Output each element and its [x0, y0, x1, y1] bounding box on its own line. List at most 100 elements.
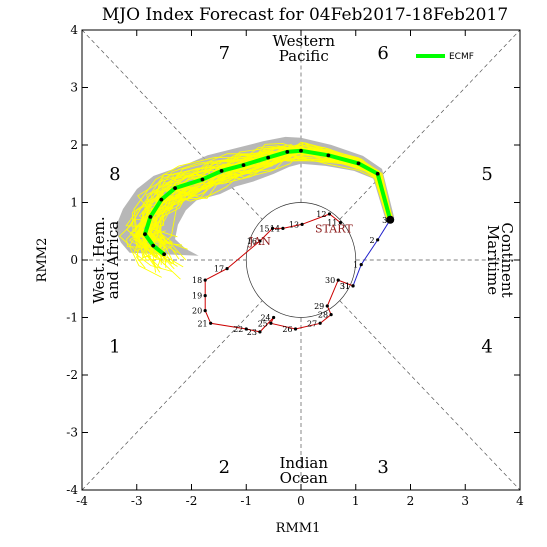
phase-label: 2 [219, 457, 230, 478]
observed-point [300, 222, 304, 226]
forecast-mean-line [142, 148, 393, 256]
y-tick-label: -4 [66, 483, 78, 497]
day-label: 30 [325, 276, 335, 285]
observed-point [244, 327, 248, 331]
diagonal-line [81, 300, 263, 491]
y-tick-label: -1 [66, 311, 78, 325]
day-label: 24 [260, 314, 270, 323]
day-label: 2 [370, 236, 375, 245]
x-tick-label: -4 [76, 494, 88, 508]
day-label: 25 [258, 319, 268, 328]
observed-point [281, 226, 285, 230]
y-tick-label: 4 [70, 23, 78, 37]
day-label: 12 [316, 210, 326, 219]
forecast-mean-track [142, 148, 395, 257]
region-label-right: Continent [498, 222, 516, 297]
observed-point [269, 321, 273, 325]
x-tick-label: -1 [240, 494, 252, 508]
forecast-point [159, 197, 164, 202]
observed-point [318, 321, 322, 325]
phase-label: 3 [377, 457, 388, 478]
forecast-point [356, 161, 361, 166]
ensemble-spread [114, 136, 395, 256]
day-label: 31 [340, 282, 350, 291]
day-label: 13 [289, 220, 299, 229]
region-label-left: and Africa [104, 221, 122, 299]
observed-point [258, 239, 262, 243]
ensemble-member [137, 142, 393, 255]
phase-label: 7 [219, 43, 230, 64]
observed-point [325, 304, 329, 308]
phase-label: 4 [481, 336, 492, 357]
observed-point [351, 284, 355, 288]
day-label: 27 [307, 319, 317, 328]
month-label: JAN [248, 235, 271, 248]
phase-label: 5 [481, 164, 492, 185]
observed-point [327, 212, 332, 216]
x-tick-label: 3 [461, 494, 469, 508]
x-tick-label: -3 [131, 494, 143, 508]
forecast-point [162, 252, 167, 257]
y-tick-label: -2 [66, 368, 78, 382]
phase-label: 1 [109, 336, 120, 357]
forecast-point [375, 171, 380, 176]
day-label: 31 [340, 282, 350, 291]
day-label: 21 [197, 319, 207, 328]
x-tick-label: 2 [407, 494, 415, 508]
observed-point [258, 330, 262, 334]
diagonal-line [339, 29, 521, 220]
day-label: 18 [192, 276, 202, 285]
observed-point [203, 278, 207, 282]
forecast-point [241, 163, 246, 168]
forecast-point [143, 232, 147, 237]
y-tick-label: -3 [66, 426, 78, 440]
day-label: 20 [192, 307, 202, 316]
observed-point [203, 309, 207, 313]
day-label: 14 [270, 224, 280, 233]
x-axis-label: RMM1 [276, 521, 321, 536]
day-label: 28 [318, 311, 328, 320]
region-label-top: Western [272, 32, 335, 50]
forecast-point [219, 168, 224, 173]
forecast-point [151, 243, 156, 248]
month-label: START [315, 222, 353, 235]
legend-label: ECMF [449, 52, 474, 62]
ensemble-member [125, 154, 391, 240]
forecast-point [173, 186, 177, 191]
forecast-point [148, 214, 153, 219]
y-axis-label: RMM2 [35, 238, 50, 283]
y-tick-label: 3 [70, 81, 78, 95]
phase-label: 6 [377, 43, 388, 64]
forecast-point [299, 148, 303, 153]
observed-point [272, 315, 276, 320]
ensemble-member [133, 148, 392, 272]
day-label: 29 [314, 302, 324, 311]
observed-point [270, 226, 275, 230]
spread-band [114, 136, 395, 256]
x-tick-label: -2 [186, 494, 198, 508]
y-tick-label: 1 [70, 196, 78, 210]
region-label-bottom: Ocean [280, 469, 329, 487]
day-label: 26 [282, 325, 292, 334]
day-label: 3 [382, 216, 387, 225]
unit-circle [245, 202, 357, 318]
chart-title: MJO Index Forecast for 04Feb2017-18Feb20… [102, 5, 508, 25]
phase-label: 8 [109, 164, 120, 185]
observed-point [203, 294, 207, 298]
forecast-start-point [386, 215, 395, 224]
day-label: 1 [353, 261, 358, 270]
forecast-point [285, 150, 290, 154]
day-label: 17 [214, 265, 224, 274]
forecast-point [266, 155, 271, 160]
observed-point [336, 278, 340, 282]
day-label: 23 [247, 328, 257, 337]
feb-track [352, 219, 391, 287]
region-label-left: West. Hem. [90, 216, 108, 303]
observed-point [338, 221, 343, 225]
forecast-point [200, 177, 205, 182]
x-tick-label: 1 [352, 494, 360, 508]
y-tick-label: 0 [70, 253, 78, 267]
observed-point [293, 327, 298, 331]
